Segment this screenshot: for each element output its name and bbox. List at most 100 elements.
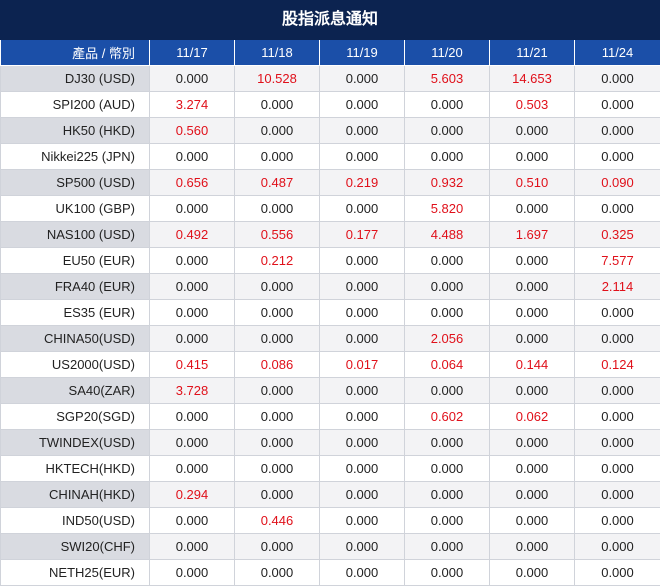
value-cell: 0.177 <box>319 221 405 248</box>
value-cell: 0.000 <box>404 247 490 274</box>
header-row: 產品 / 幣別 11/17 11/18 11/19 11/20 11/21 11/24 <box>0 40 660 66</box>
product-cell: HK50 (HKD) <box>0 117 150 144</box>
table-row: FRA40 (EUR) 0.000 0.000 0.000 0.000 0.000 2.11… <box>0 273 660 300</box>
value-cell: 0.000 <box>404 507 490 534</box>
value-cell: 0.000 <box>404 299 490 326</box>
value-cell: 0.000 <box>574 559 660 586</box>
value-cell: 0.000 <box>234 325 320 352</box>
value-cell: 0.000 <box>489 299 575 326</box>
value-cell: 0.446 <box>234 507 320 534</box>
value-cell: 0.000 <box>574 377 660 404</box>
value-cell: 0.000 <box>489 533 575 560</box>
value-cell: 0.000 <box>149 403 235 430</box>
value-cell: 0.000 <box>489 247 575 274</box>
value-cell: 0.000 <box>574 299 660 326</box>
product-cell: SGP20(SGD) <box>0 403 150 430</box>
value-cell: 1.697 <box>489 221 575 248</box>
value-cell: 0.000 <box>489 429 575 456</box>
value-cell: 0.325 <box>574 221 660 248</box>
value-cell: 0.000 <box>234 377 320 404</box>
value-cell: 0.000 <box>149 325 235 352</box>
value-cell: 0.000 <box>319 507 405 534</box>
product-cell: SA40(ZAR) <box>0 377 150 404</box>
value-cell: 0.000 <box>319 455 405 482</box>
table-row: SA40(ZAR) 3.728 0.000 0.000 0.000 0.000 0.000 <box>0 377 660 404</box>
value-cell: 0.000 <box>149 507 235 534</box>
header-cell: 11/19 <box>319 40 405 66</box>
value-cell: 4.488 <box>404 221 490 248</box>
value-cell: 0.560 <box>149 117 235 144</box>
value-cell: 0.000 <box>319 65 405 92</box>
value-cell: 0.000 <box>319 403 405 430</box>
value-cell: 0.000 <box>319 299 405 326</box>
product-cell: SPI200 (AUD) <box>0 91 150 118</box>
value-cell: 0.000 <box>234 403 320 430</box>
table-body: DJ30 (USD) 0.000 10.528 0.000 5.603 14.653 0.0… <box>0 65 660 586</box>
value-cell: 0.000 <box>574 533 660 560</box>
product-cell: HKTECH(HKD) <box>0 455 150 482</box>
value-cell: 0.124 <box>574 351 660 378</box>
value-cell: 0.000 <box>574 143 660 170</box>
header-cell: 產品 / 幣別 <box>0 40 150 66</box>
value-cell: 0.000 <box>489 481 575 508</box>
value-cell: 0.000 <box>319 91 405 118</box>
value-cell: 0.144 <box>489 351 575 378</box>
product-cell: EU50 (EUR) <box>0 247 150 274</box>
product-cell: NETH25(EUR) <box>0 559 150 586</box>
value-cell: 0.000 <box>319 429 405 456</box>
table-row: TWINDEX(USD) 0.000 0.000 0.000 0.000 0.000 0.0… <box>0 429 660 456</box>
value-cell: 0.000 <box>149 299 235 326</box>
value-cell: 5.603 <box>404 65 490 92</box>
value-cell: 0.000 <box>489 377 575 404</box>
table-row: SPI200 (AUD) 3.274 0.000 0.000 0.000 0.503 0.0… <box>0 91 660 118</box>
value-cell: 0.000 <box>404 455 490 482</box>
value-cell: 0.064 <box>404 351 490 378</box>
value-cell: 0.000 <box>404 117 490 144</box>
value-cell: 0.000 <box>404 273 490 300</box>
value-cell: 0.000 <box>149 273 235 300</box>
value-cell: 0.415 <box>149 351 235 378</box>
product-cell: US2000(USD) <box>0 351 150 378</box>
table-row: UK100 (GBP) 0.000 0.000 0.000 5.820 0.000 0.00… <box>0 195 660 222</box>
header-cell: 11/18 <box>234 40 320 66</box>
value-cell: 0.000 <box>489 559 575 586</box>
table-row: SGP20(SGD) 0.000 0.000 0.000 0.602 0.062 0.000 <box>0 403 660 430</box>
table-row: Nikkei225 (JPN) 0.000 0.000 0.000 0.000 0.000… <box>0 143 660 170</box>
value-cell: 0.000 <box>404 91 490 118</box>
table-row: IND50(USD) 0.000 0.446 0.000 0.000 0.000 0.000 <box>0 507 660 534</box>
value-cell: 0.000 <box>574 455 660 482</box>
value-cell: 0.000 <box>319 195 405 222</box>
value-cell: 0.000 <box>319 247 405 274</box>
product-cell: Nikkei225 (JPN) <box>0 143 150 170</box>
product-cell: TWINDEX(USD) <box>0 429 150 456</box>
value-cell: 0.090 <box>574 169 660 196</box>
value-cell: 0.000 <box>234 195 320 222</box>
value-cell: 5.820 <box>404 195 490 222</box>
value-cell: 0.000 <box>574 195 660 222</box>
value-cell: 0.017 <box>319 351 405 378</box>
value-cell: 0.000 <box>489 273 575 300</box>
value-cell: 3.274 <box>149 91 235 118</box>
value-cell: 0.000 <box>234 559 320 586</box>
value-cell: 0.086 <box>234 351 320 378</box>
product-cell: CHINA50(USD) <box>0 325 150 352</box>
header-cell: 11/20 <box>404 40 490 66</box>
value-cell: 0.000 <box>149 429 235 456</box>
value-cell: 0.219 <box>319 169 405 196</box>
table-row: HK50 (HKD) 0.560 0.000 0.000 0.000 0.000 0.000 <box>0 117 660 144</box>
value-cell: 0.000 <box>319 377 405 404</box>
value-cell: 0.000 <box>234 117 320 144</box>
header-cell: 11/17 <box>149 40 235 66</box>
value-cell: 0.212 <box>234 247 320 274</box>
value-cell: 0.000 <box>574 481 660 508</box>
product-cell: SWI20(CHF) <box>0 533 150 560</box>
value-cell: 0.000 <box>574 91 660 118</box>
value-cell: 0.000 <box>149 143 235 170</box>
value-cell: 0.000 <box>319 273 405 300</box>
value-cell: 0.000 <box>234 273 320 300</box>
dividend-table: 產品 / 幣別 11/17 11/18 11/19 11/20 11/21 11/24 DJ… <box>0 40 660 586</box>
value-cell: 14.653 <box>489 65 575 92</box>
value-cell: 0.000 <box>574 65 660 92</box>
value-cell: 0.000 <box>489 507 575 534</box>
value-cell: 0.000 <box>574 429 660 456</box>
